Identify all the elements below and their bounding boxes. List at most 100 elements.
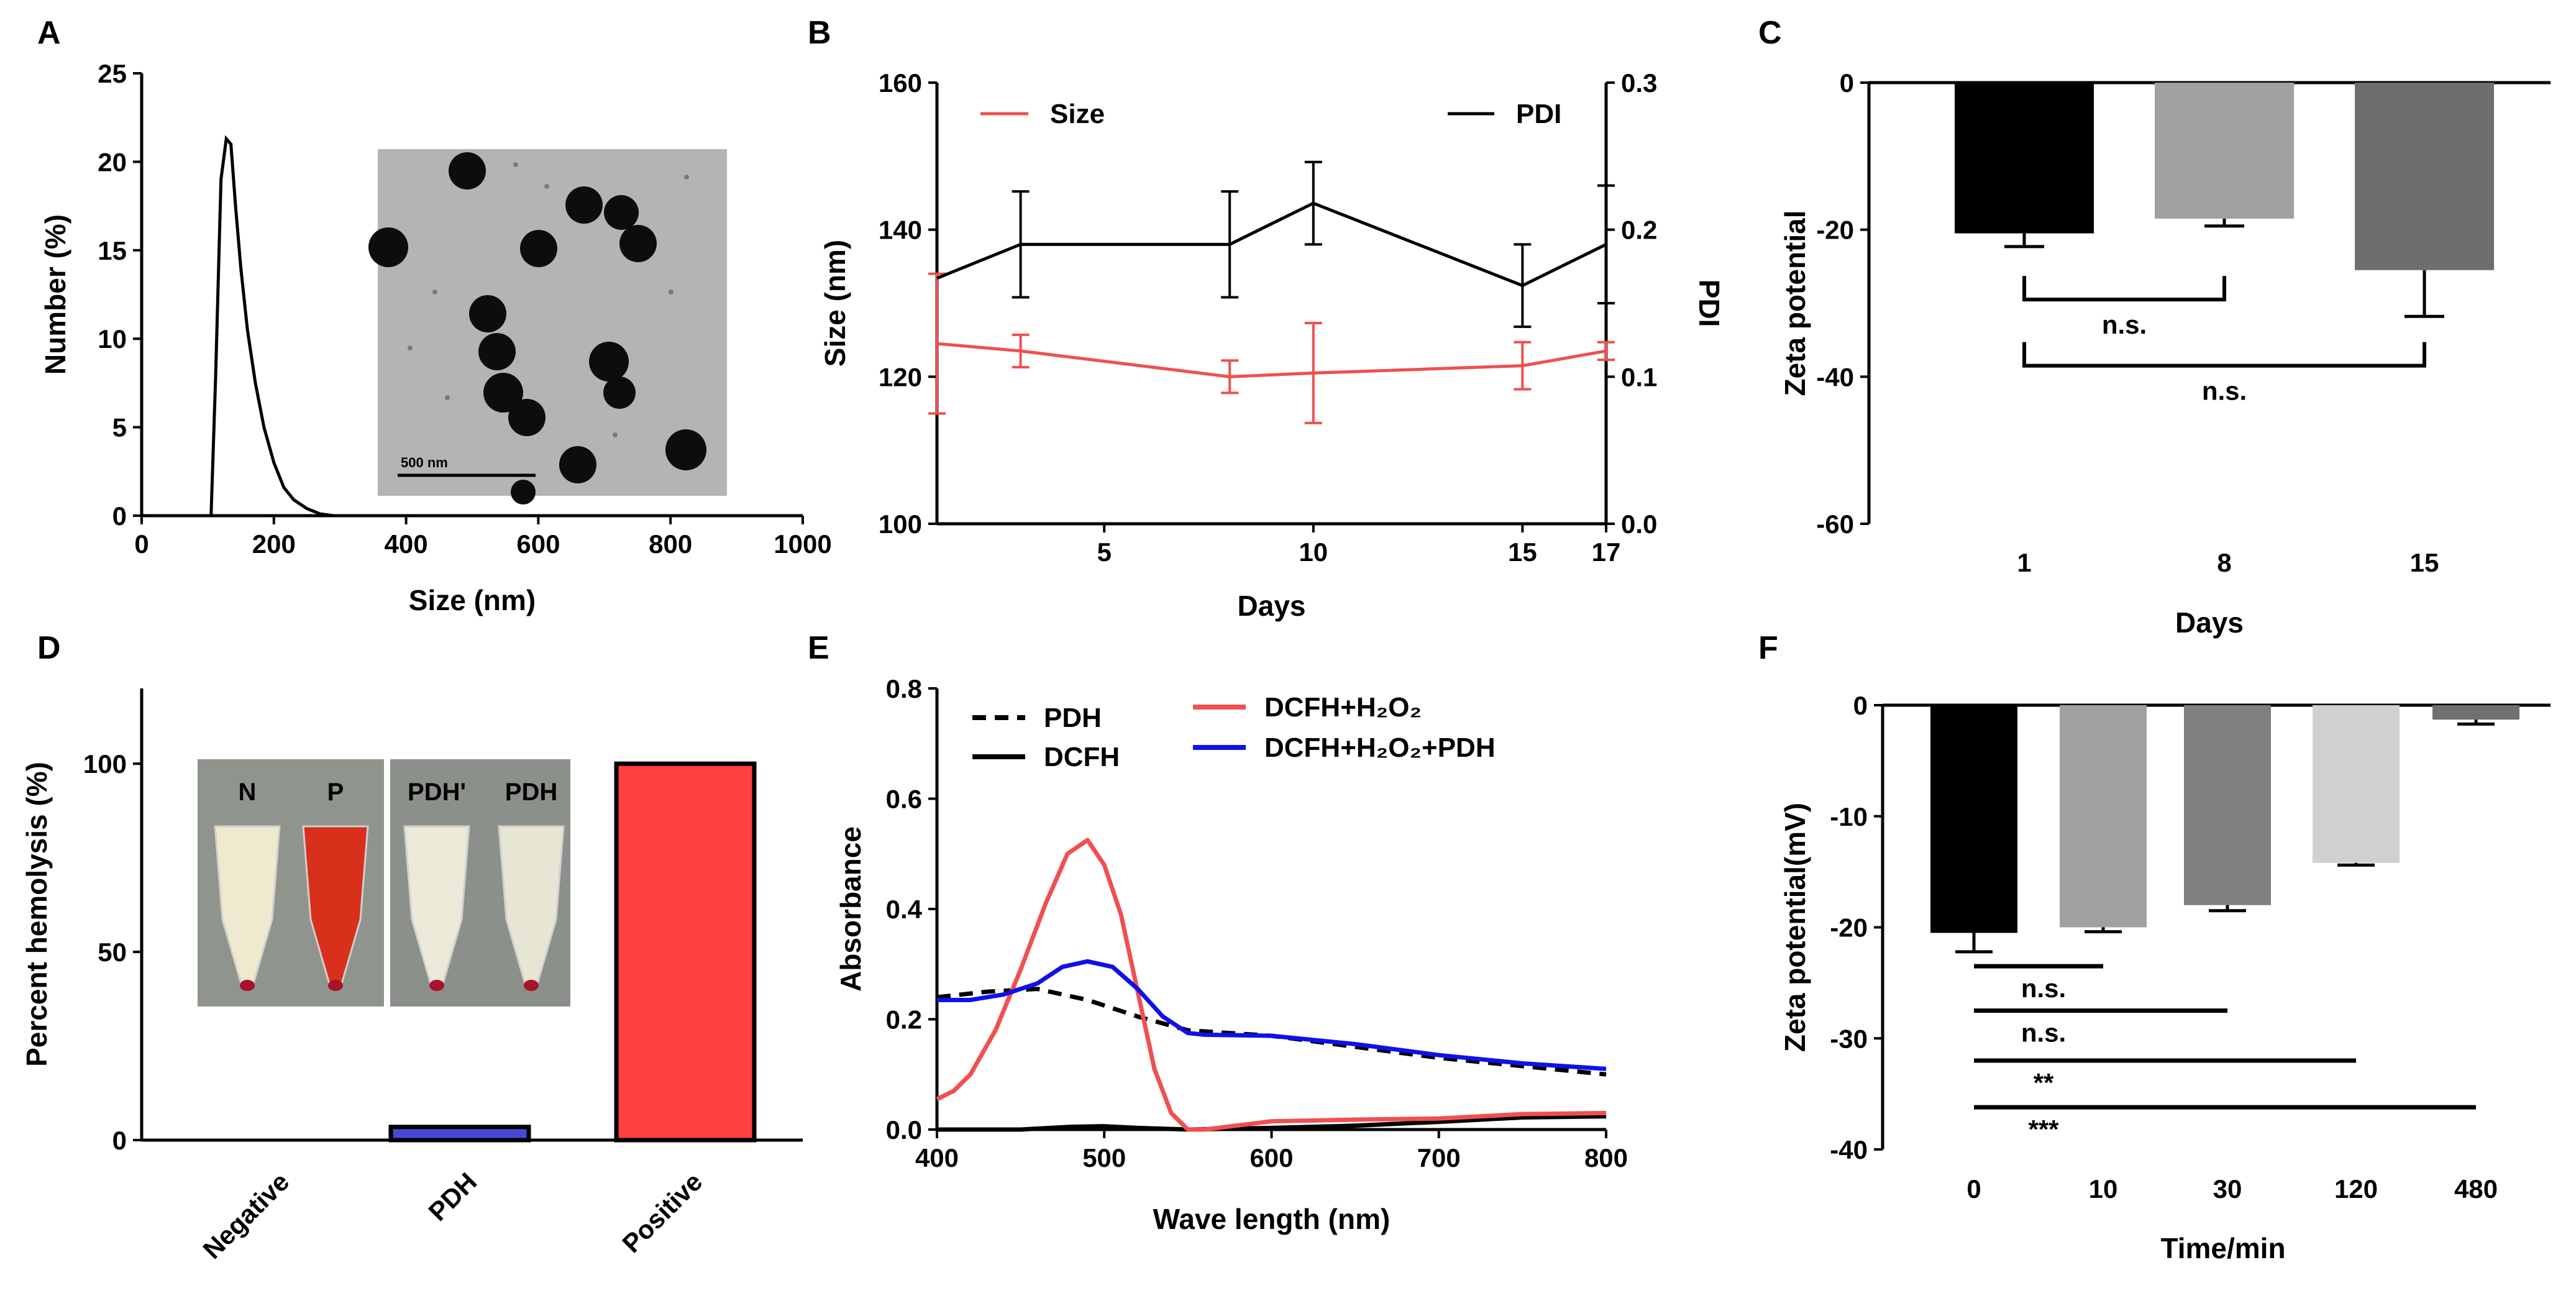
e-y-tick-label: 0.2 [886, 1005, 922, 1034]
tem-particle [483, 373, 523, 413]
f-x-tick-label: 480 [2454, 1174, 2498, 1203]
b-y2-axis-label: PDI [1693, 280, 1725, 327]
tem-speck [432, 290, 437, 295]
c-bar-1 [1955, 83, 2094, 234]
a-distribution-line [209, 135, 334, 518]
a-y-tick-label: 15 [98, 236, 127, 265]
c-bar-8 [2155, 83, 2294, 219]
d-x-tick-label: Positive [616, 1167, 708, 1258]
tem-particle [469, 295, 506, 332]
tem-particle [665, 429, 706, 470]
c-y-tick-label: -40 [1816, 362, 1854, 391]
tem-particle [520, 230, 557, 267]
f-y-tick-label: 0 [1853, 691, 1868, 720]
c-x-tick-label: 1 [2017, 548, 2031, 577]
f-bar-30 [2184, 705, 2271, 905]
panel-label-e: E [808, 630, 829, 666]
f-x-tick-label: 10 [2089, 1174, 2118, 1203]
d-bar-pdh [388, 1125, 531, 1143]
e-legend-label: DCFH+H₂O₂ [1264, 692, 1422, 723]
f-significance-label: ** [2034, 1068, 2054, 1097]
panel-label-b: B [808, 15, 831, 51]
d-bar-positive [614, 761, 757, 1143]
a-x-tick-label: 200 [252, 529, 296, 559]
chart-e-absorbance: 400 500 600 700 800 0.0 0.2 0.4 0.6 0.8 PDH DCFH DCF… [834, 674, 1628, 1235]
tem-particle [619, 225, 657, 262]
f-x-tick-label: 0 [1966, 1174, 1981, 1203]
tem-speck [684, 175, 689, 180]
chart-f-zeta-potential-time: 0-10-20-30-400 10 30 120 480n.s.n.s.*****Tim… [1779, 691, 2551, 1264]
d-y-tick-label: 100 [83, 749, 127, 779]
c-y-tick-label: -20 [1816, 216, 1854, 245]
c-x-axis-label: Days [2175, 606, 2244, 639]
tube-label: P [327, 779, 344, 806]
b-legend-label-size: Size [1050, 99, 1105, 129]
f-y-tick-label: -40 [1830, 1135, 1868, 1164]
tube-label: PDH' [408, 779, 466, 806]
d-x-tick-label: PDH [422, 1167, 482, 1226]
tem-scalebar-label: 500 nm [401, 455, 448, 470]
tem-particle [478, 333, 516, 370]
b-x-tick-label: 5 [1097, 537, 1112, 567]
a-x-tick-label: 1000 [774, 529, 831, 559]
c-significance-label: n.s. [2202, 377, 2247, 406]
tem-speck [613, 432, 618, 437]
e-y-tick-label: 0.6 [886, 785, 922, 814]
f-y-axis-label: Zeta potential(mV) [1779, 803, 1811, 1052]
e-x-tick-label: 800 [1584, 1143, 1628, 1172]
b-x-tick-label: 15 [1508, 537, 1537, 567]
panel-label-c: C [1758, 15, 1782, 51]
e-y-tick-label: 0.4 [886, 895, 923, 924]
tem-particle [449, 152, 486, 190]
tubes: N P PDH' PDH [214, 779, 565, 991]
f-significance-label: n.s. [2021, 1018, 2066, 1048]
c-x-tick-label: 8 [2217, 548, 2231, 577]
f-x-axis-label: Time/min [2160, 1232, 2285, 1264]
f-y-tick-label: -30 [1830, 1024, 1868, 1053]
tube-pellet [240, 980, 255, 991]
e-x-tick-label: 600 [1249, 1143, 1293, 1172]
b-y-tick-label: 160 [879, 68, 922, 98]
b-series-line-pdi [936, 201, 1607, 288]
e-series-line [936, 838, 1607, 1132]
hemolysis-tube-photo-inset: N P PDH' PDH [198, 759, 570, 1007]
c-significance-bracket [2022, 276, 2226, 302]
c-y-tick-label: -60 [1816, 509, 1854, 539]
tem-background [378, 149, 727, 496]
chart-a-size-distribution: 0 200 400 600 800 1000 0 5 10 15 20 25 Size (nm) Numb… [39, 59, 832, 616]
a-x-tick-label: 0 [134, 529, 148, 559]
f-significance-label: *** [2028, 1115, 2059, 1144]
tem-particle [559, 446, 596, 483]
c-x-tick-label: 15 [2410, 548, 2439, 577]
panel-label-f: F [1758, 630, 1778, 666]
chart-c-zeta-potential-days: 0 -20 -40 -60 1 8 15 n.s. n.s. Days Zeta potential [1779, 68, 2551, 639]
f-bar-10 [2060, 705, 2147, 928]
c-significance-bracket [2022, 342, 2426, 368]
tem-particle [511, 480, 536, 505]
tube-pellet [429, 980, 444, 991]
tem-particle [589, 342, 629, 381]
tube-label: PDH [505, 779, 557, 806]
b-y2-tick-label: 0.3 [1621, 68, 1657, 98]
tem-particle [604, 195, 639, 230]
f-y-tick-label: -10 [1830, 802, 1868, 831]
tem-speck [445, 395, 450, 400]
d-x-tick-label: Negative [197, 1167, 295, 1264]
b-x-tick-label: 17 [1592, 537, 1621, 567]
e-series-line [936, 987, 1607, 1077]
b-y2-tick-label: 0.2 [1621, 216, 1657, 245]
tem-particle [603, 377, 636, 409]
d-y-tick-label: 0 [112, 1126, 127, 1155]
b-y2-tick-label: 0.1 [1621, 362, 1657, 391]
tem-image-inset: 500 nm [368, 149, 727, 505]
d-y-axis-label: Percent hemolysis (%) [21, 762, 53, 1067]
a-x-tick-label: 400 [385, 529, 428, 559]
a-y-tick-label: 10 [98, 324, 127, 354]
f-y-tick-label: -20 [1830, 913, 1868, 943]
a-x-tick-label: 800 [649, 529, 692, 559]
tem-particle [565, 186, 603, 224]
b-series-line-size [936, 342, 1607, 378]
b-x-axis-label: Days [1238, 590, 1306, 622]
panel-label-a: A [37, 15, 61, 51]
c-y-tick-label: 0 [1840, 68, 1854, 98]
